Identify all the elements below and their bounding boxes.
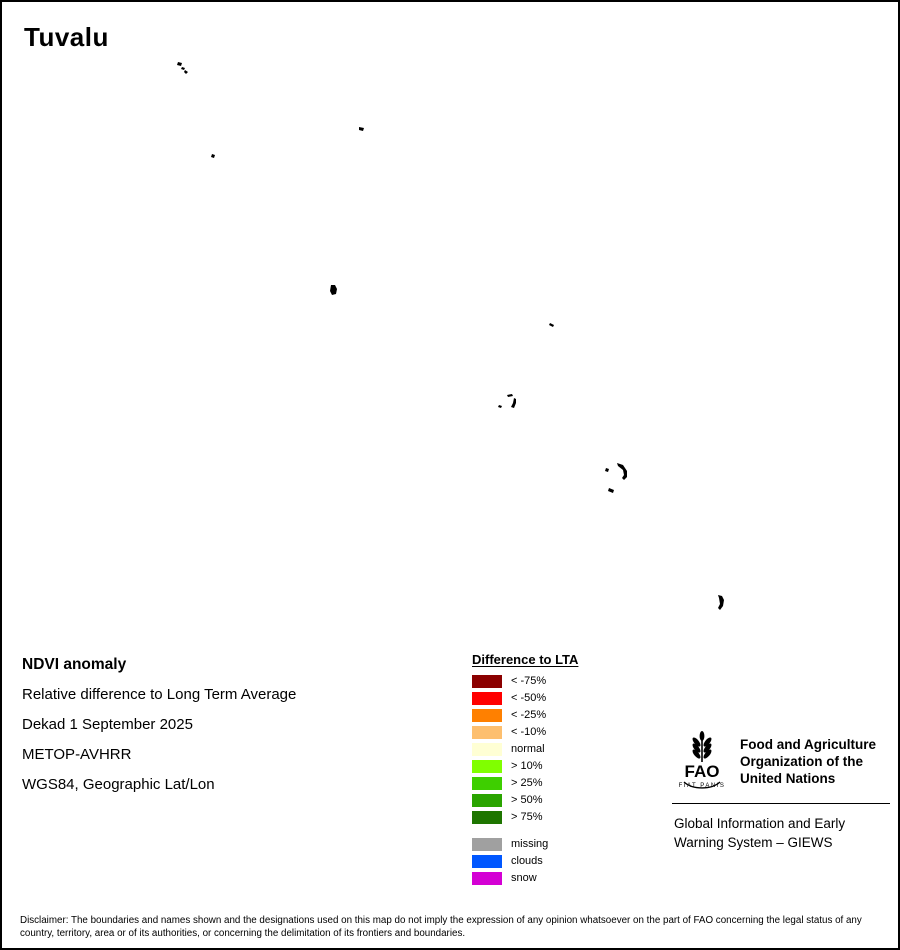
island-mark-5 [211, 154, 215, 158]
legend-entry: > 10% [472, 760, 682, 773]
island-mark-7 [549, 323, 554, 327]
legend-entry: < -50% [472, 692, 682, 705]
legend-swatch [472, 872, 502, 885]
map-info-block: NDVI anomaly Relative difference to Long… [22, 657, 296, 807]
fao-divider [672, 803, 890, 804]
legend-swatch [472, 811, 502, 824]
legend-label: missing [511, 838, 549, 850]
legend-entry: snow [472, 872, 682, 885]
legend-swatch [472, 692, 502, 705]
legend-entry: < -75% [472, 675, 682, 688]
legend-label: < -25% [511, 709, 547, 721]
legend-swatch [472, 760, 502, 773]
legend-label: normal [511, 743, 545, 755]
legend-extra-entries: missing clouds snow [472, 838, 682, 885]
fao-org-name: Food and Agriculture Organization of the… [740, 737, 876, 786]
legend-swatch [472, 777, 502, 790]
fao-logo-arc [683, 781, 721, 789]
legend-entries: < -75% < -50% < -25% < -10% normal > 10% > 25%… [472, 675, 682, 824]
info-dekad: Dekad 1 September 2025 [22, 716, 193, 733]
island-mark-12 [605, 468, 609, 472]
island-mark-4 [359, 127, 364, 131]
legend-swatch [472, 709, 502, 722]
legend-label: < -50% [511, 692, 547, 704]
page-title: Tuvalu [24, 22, 109, 52]
wheat-ear-icon [692, 731, 712, 762]
legend-label: snow [511, 872, 537, 884]
legend-entry: < -25% [472, 709, 682, 722]
island-mark-2 [181, 67, 185, 70]
fao-logo: FAO FIAT PANIS [679, 731, 726, 789]
legend-swatch [472, 794, 502, 807]
legend-entry: > 75% [472, 811, 682, 824]
island-mark-14 [718, 595, 724, 610]
legend-title: Difference to LTA [472, 652, 579, 667]
legend-swatch [472, 855, 502, 868]
disclaimer-text: Disclaimer: The boundaries and names sho… [20, 915, 862, 939]
info-ndvi-anomaly: NDVI anomaly [22, 656, 127, 673]
legend-entry: clouds [472, 855, 682, 868]
legend-swatch [472, 838, 502, 851]
legend-swatch [472, 743, 502, 756]
island-mark-9 [511, 398, 516, 408]
island-mark-3 [184, 70, 188, 74]
info-projection: WGS84, Geographic Lat/Lon [22, 776, 215, 793]
legend-entry: > 50% [472, 794, 682, 807]
info-sensor: METOP-AVHRR [22, 746, 132, 763]
legend-entry: missing [472, 838, 682, 851]
legend: Difference to LTA < -75% < -50% < -25% < -1… [472, 652, 682, 889]
legend-entry: > 25% [472, 777, 682, 790]
island-mark-8 [507, 394, 513, 397]
fao-logo-text: FAO [685, 762, 720, 781]
legend-label: clouds [511, 855, 543, 867]
island-mark-10 [498, 405, 502, 408]
legend-label: > 10% [511, 760, 543, 772]
legend-label: > 75% [511, 811, 543, 823]
info-relative-difference: Relative difference to Long Term Average [22, 686, 297, 703]
legend-entry: normal [472, 743, 682, 756]
island-mark-11 [617, 463, 627, 480]
legend-entry: < -10% [472, 726, 682, 739]
legend-swatch [472, 726, 502, 739]
legend-label: < -75% [511, 675, 547, 687]
fao-logo-motto: FIAT PANIS [679, 783, 726, 789]
legend-swatch [472, 675, 502, 688]
legend-label: > 25% [511, 777, 543, 789]
island-mark-6 [330, 285, 337, 295]
fao-block: FAO FIAT PANIS Food and Agriculture Orga… [672, 728, 892, 800]
giews-caption: Global Information and Early Warning Sys… [674, 816, 846, 850]
island-mark-13 [608, 488, 614, 493]
island-mark-1 [177, 62, 182, 66]
legend-label: > 50% [511, 794, 543, 806]
legend-label: < -10% [511, 726, 547, 738]
